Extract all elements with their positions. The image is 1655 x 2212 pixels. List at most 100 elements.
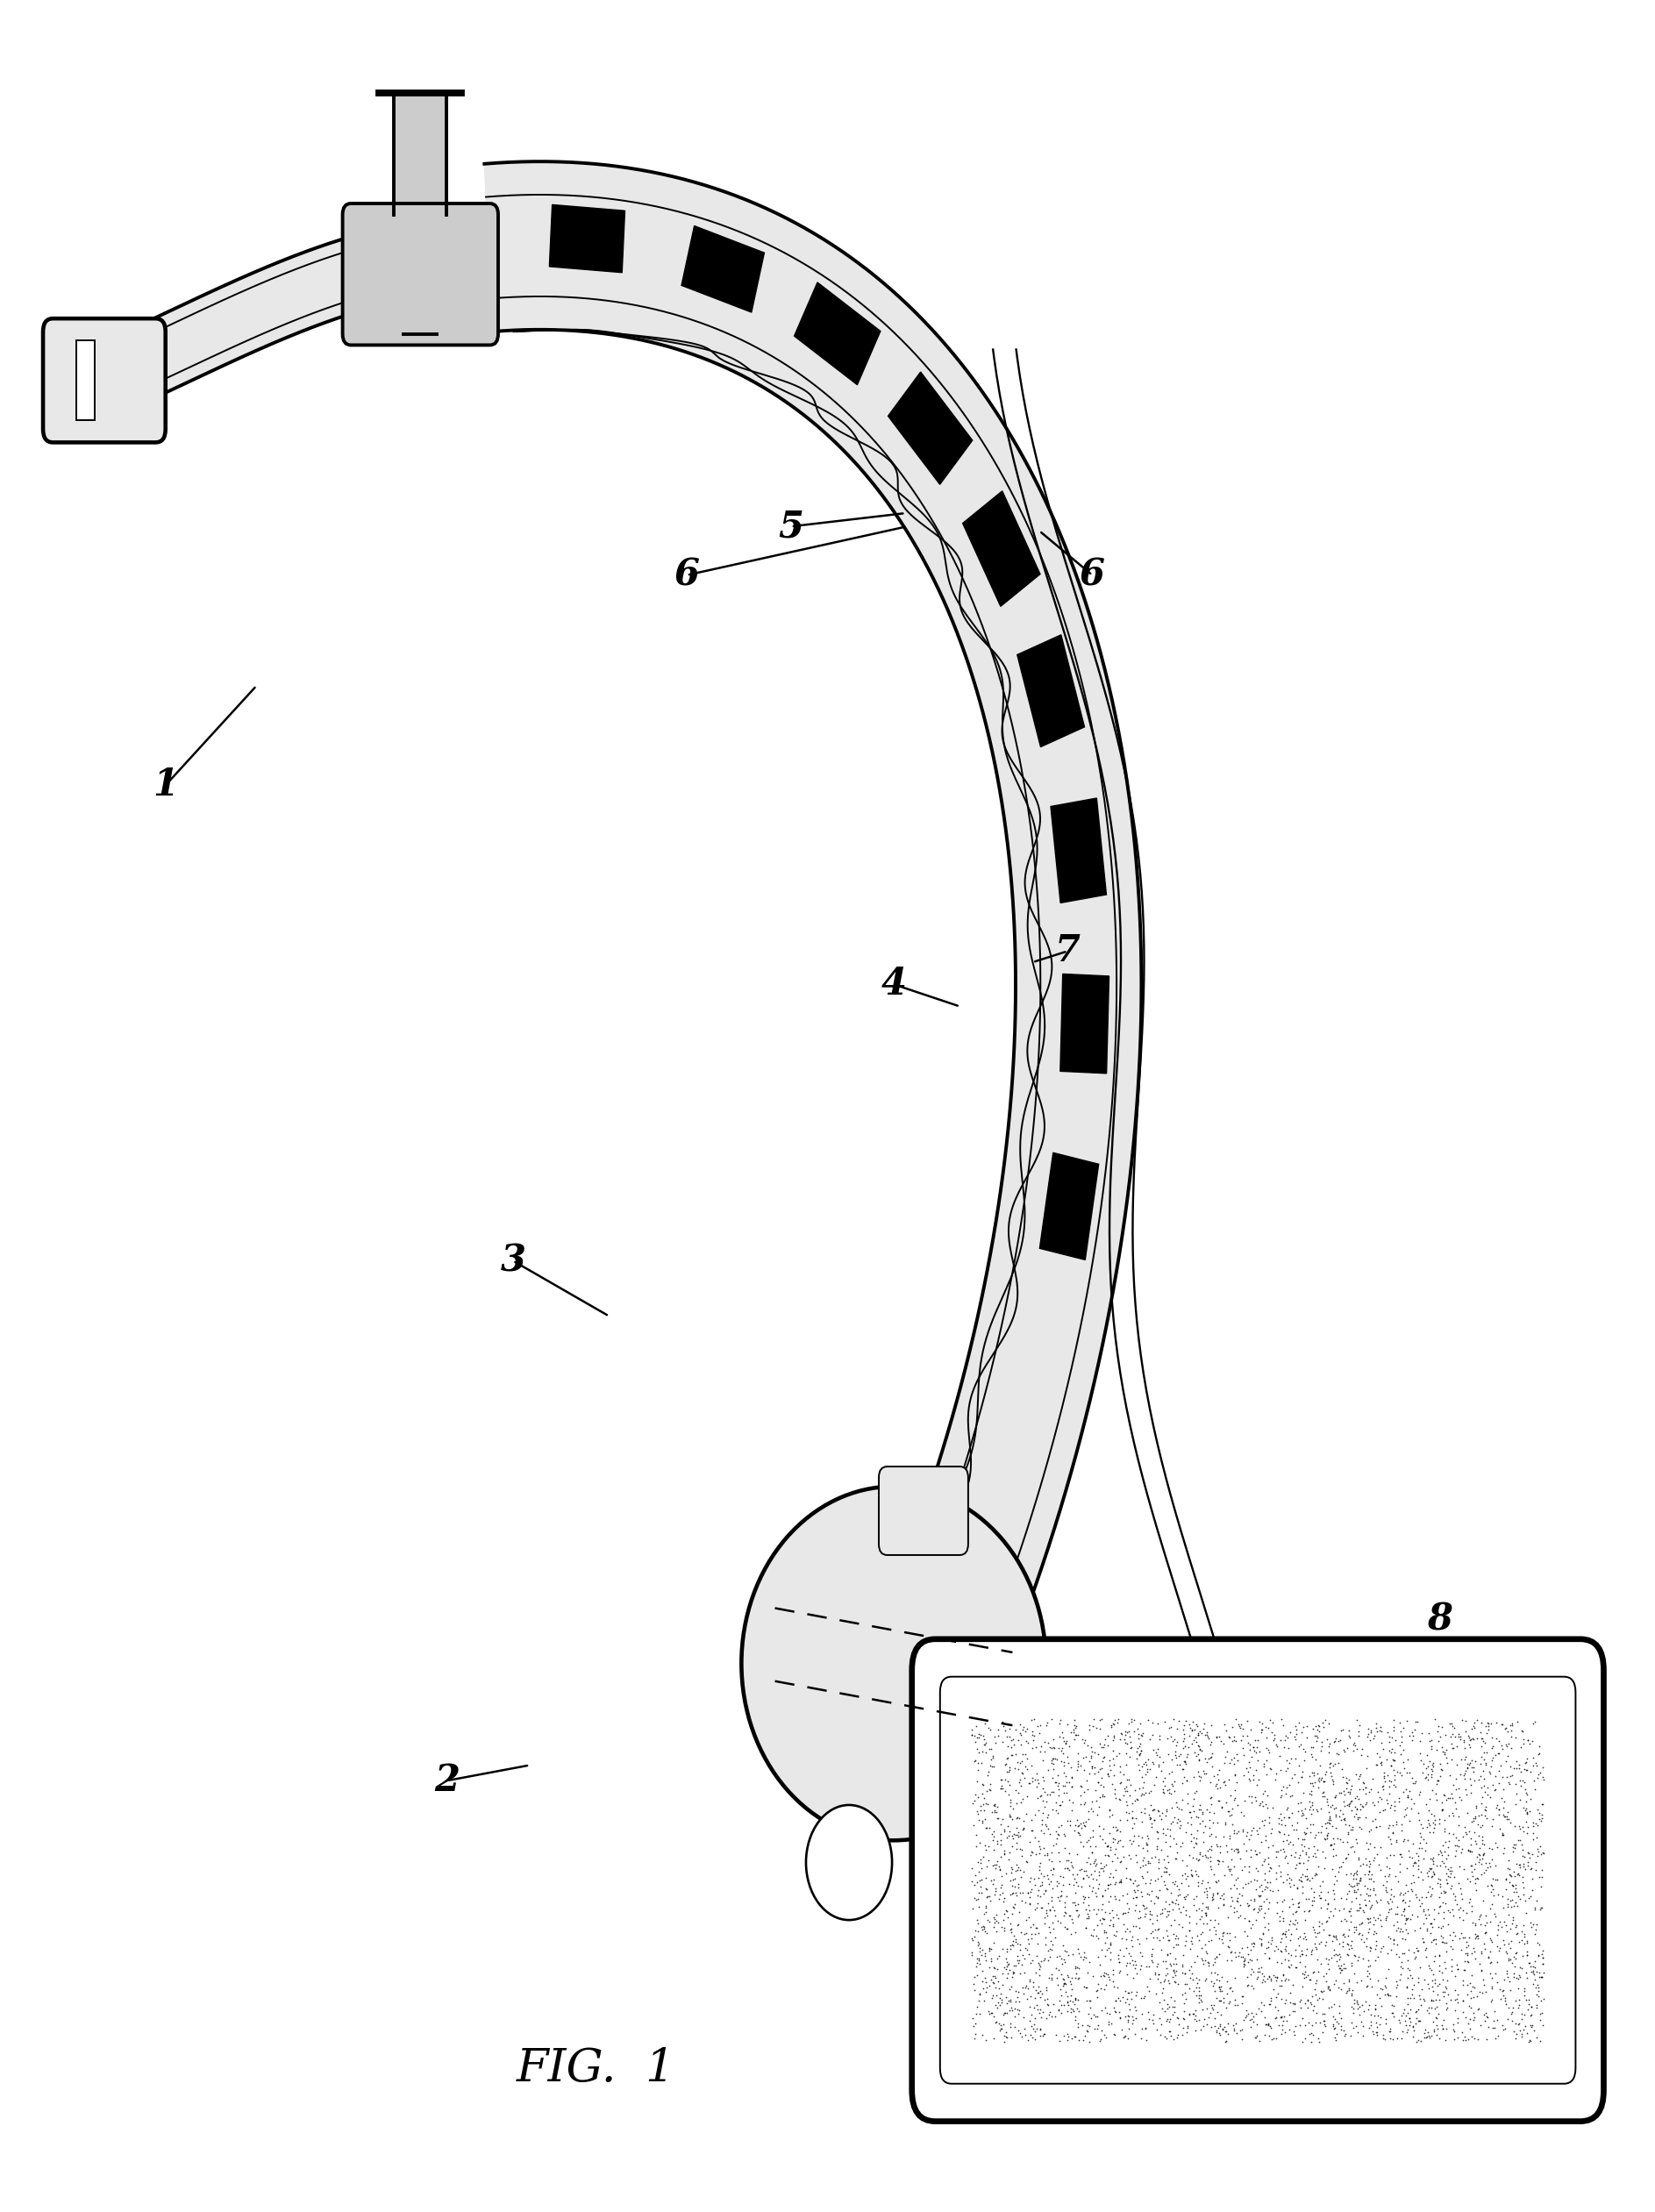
Point xyxy=(1205,1907,1231,1942)
Point xyxy=(1475,1705,1501,1741)
Point xyxy=(968,1863,995,1898)
Point xyxy=(1048,1878,1074,1913)
Point xyxy=(1289,2024,1316,2059)
Point xyxy=(1149,1891,1175,1927)
Point xyxy=(1023,1836,1049,1871)
Point xyxy=(1053,1759,1079,1794)
Point xyxy=(1293,2020,1319,2055)
Point xyxy=(1152,1891,1178,1927)
Point xyxy=(1390,1893,1417,1929)
Point xyxy=(996,1993,1023,2028)
Point xyxy=(1264,1975,1291,2011)
Point xyxy=(1294,2004,1321,2039)
Point xyxy=(1243,1836,1269,1871)
Point xyxy=(1437,1798,1463,1834)
Point xyxy=(1476,1754,1503,1790)
Point xyxy=(1254,1905,1281,1940)
Point xyxy=(1389,2013,1415,2048)
Point xyxy=(967,1792,993,1827)
Point xyxy=(1301,1838,1327,1874)
Point xyxy=(1509,1869,1536,1905)
Point xyxy=(1221,1940,1248,1975)
Point xyxy=(1322,1938,1349,1973)
Point xyxy=(1473,1734,1499,1770)
Point xyxy=(1501,1949,1528,1984)
Point xyxy=(1309,1728,1336,1763)
Point xyxy=(1478,1756,1504,1792)
Point xyxy=(1077,2000,1104,2035)
Point xyxy=(1342,1728,1369,1763)
Point xyxy=(1251,1745,1278,1781)
Point xyxy=(1253,1721,1279,1756)
Point xyxy=(1024,1781,1051,1816)
Point xyxy=(1413,1825,1440,1860)
Point xyxy=(1253,1756,1279,1792)
Point xyxy=(1470,1818,1496,1854)
Point xyxy=(1486,1765,1513,1801)
Point xyxy=(1114,1783,1140,1818)
Point xyxy=(1170,1975,1197,2011)
Point xyxy=(1240,1756,1266,1792)
Point xyxy=(1054,1705,1081,1741)
Point xyxy=(1111,1907,1137,1942)
Point xyxy=(1235,1719,1261,1754)
Point xyxy=(1493,1860,1519,1896)
Point xyxy=(1519,1823,1546,1858)
Point xyxy=(1185,1792,1211,1827)
Point xyxy=(1221,1960,1248,1995)
Point xyxy=(1026,1947,1053,1982)
Point xyxy=(1311,2002,1337,2037)
Point xyxy=(1425,1714,1451,1750)
Point xyxy=(1334,1765,1360,1801)
Point xyxy=(1451,1809,1478,1845)
Point xyxy=(1362,1829,1389,1865)
Point xyxy=(998,1969,1024,2004)
Point xyxy=(1077,1982,1104,2017)
Point xyxy=(1253,1787,1279,1823)
Point xyxy=(1271,2000,1298,2035)
Point xyxy=(1163,1927,1190,1962)
Point xyxy=(1238,1739,1264,1774)
Point xyxy=(1008,2020,1034,2055)
Point xyxy=(1387,1836,1413,1871)
Point xyxy=(1071,1880,1097,1916)
Point xyxy=(1160,1767,1187,1803)
Point xyxy=(988,1807,1015,1843)
Point xyxy=(1091,1913,1117,1949)
Point xyxy=(1193,1717,1220,1752)
Point xyxy=(1509,2020,1536,2055)
Point xyxy=(1124,1880,1150,1916)
Point xyxy=(1134,1818,1160,1854)
Point xyxy=(1250,1705,1276,1741)
Point xyxy=(1096,1962,1122,1997)
Point xyxy=(1354,1969,1380,2004)
Point xyxy=(1503,1871,1529,1907)
Point xyxy=(1243,2017,1269,2053)
Point xyxy=(1516,1878,1542,1913)
Point xyxy=(1420,1840,1446,1876)
Point xyxy=(1003,1878,1029,1913)
Point xyxy=(1033,1874,1059,1909)
Point xyxy=(1344,1732,1370,1767)
Point xyxy=(1402,1942,1428,1978)
Point xyxy=(1321,1867,1347,1902)
Point xyxy=(1331,1916,1357,1951)
Point xyxy=(1281,1812,1307,1847)
Point xyxy=(1039,1741,1066,1776)
Point xyxy=(1293,1949,1319,1984)
Point xyxy=(1235,1761,1261,1796)
Point xyxy=(988,1827,1015,1863)
Point xyxy=(1043,2000,1069,2035)
Point xyxy=(1071,1860,1097,1896)
Point xyxy=(1226,1840,1253,1876)
Point xyxy=(1130,1887,1157,1922)
Point xyxy=(1011,1854,1038,1889)
Point xyxy=(1501,1809,1528,1845)
Point xyxy=(1183,1997,1210,2033)
Point xyxy=(1519,1874,1546,1909)
Point xyxy=(1089,1900,1115,1936)
Point xyxy=(1508,1997,1534,2033)
Point xyxy=(1501,1829,1528,1865)
Point xyxy=(1488,1909,1514,1944)
Point xyxy=(1193,1719,1220,1754)
